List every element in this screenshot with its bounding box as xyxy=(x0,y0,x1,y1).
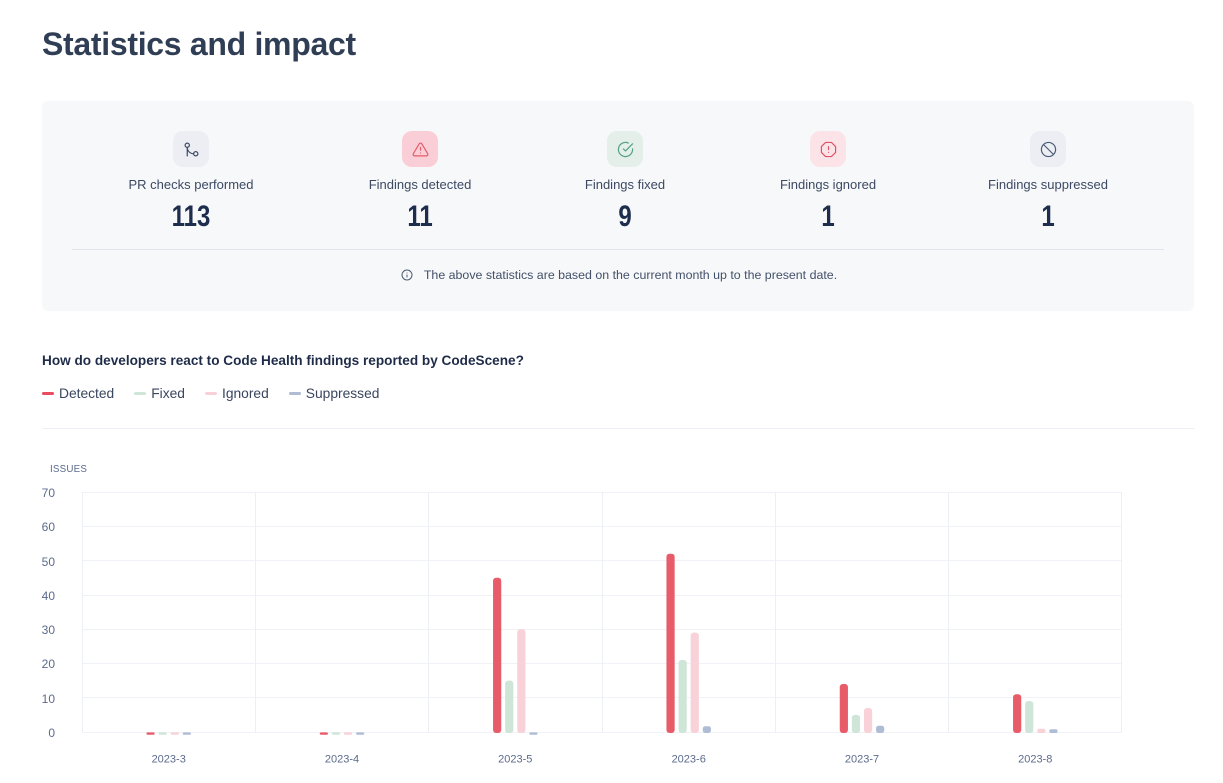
svg-text:20: 20 xyxy=(42,657,56,671)
svg-text:60: 60 xyxy=(42,520,56,534)
svg-text:2023-3: 2023-3 xyxy=(152,754,186,766)
svg-text:70: 70 xyxy=(42,486,56,500)
svg-text:10: 10 xyxy=(42,692,56,706)
svg-text:2023-6: 2023-6 xyxy=(672,754,706,766)
svg-text:40: 40 xyxy=(42,589,56,603)
svg-text:2023-7: 2023-7 xyxy=(845,754,879,766)
svg-text:2023-5: 2023-5 xyxy=(498,754,532,766)
svg-text:50: 50 xyxy=(42,555,56,569)
svg-text:2023-8: 2023-8 xyxy=(1018,754,1052,766)
svg-text:ISSUES: ISSUES xyxy=(50,464,87,475)
svg-text:0: 0 xyxy=(48,726,55,740)
svg-text:30: 30 xyxy=(42,623,56,637)
svg-text:2023-4: 2023-4 xyxy=(325,754,359,766)
